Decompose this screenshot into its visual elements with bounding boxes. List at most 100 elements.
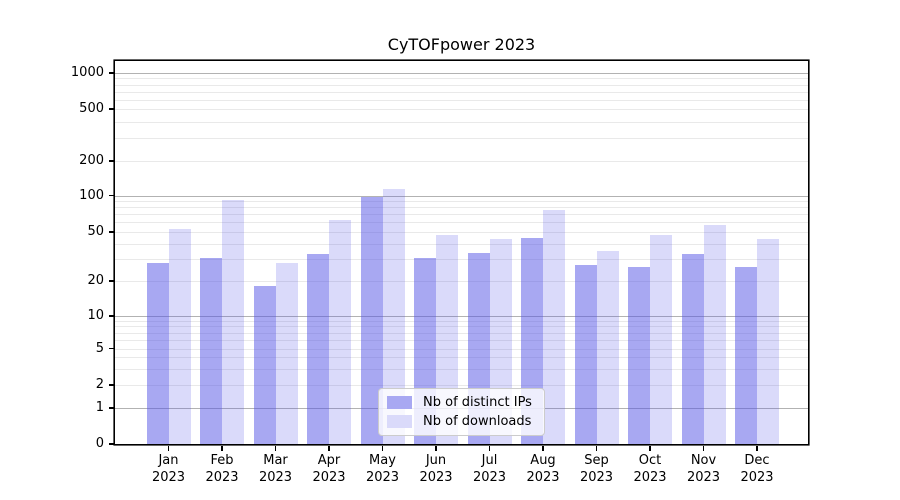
gridline-major-y100 bbox=[115, 195, 808, 197]
legend-label-downloads: Nb of downloads bbox=[423, 414, 532, 429]
bar-downloads-jan bbox=[168, 228, 191, 444]
y-tick-mark-1000 bbox=[109, 72, 115, 74]
legend-swatch-downloads bbox=[387, 415, 412, 428]
gridline-minor-y800 bbox=[115, 84, 808, 86]
x-tick-mark-aug bbox=[542, 445, 544, 451]
gridline-minor-y300 bbox=[115, 137, 808, 139]
gridline-minor-y700 bbox=[115, 91, 808, 93]
x-tick-month: Apr bbox=[317, 453, 341, 468]
x-tick-month: Feb bbox=[210, 453, 234, 468]
y-tick-label-2: 2 bbox=[95, 377, 104, 392]
bar-downloads-oct bbox=[650, 235, 672, 444]
y-tick-mark-20 bbox=[109, 280, 115, 282]
legend-label-distinct-ips: Nb of distinct IPs bbox=[423, 395, 532, 410]
x-tick-year: 2023 bbox=[472, 470, 507, 485]
x-tick-label-dec: Dec 2023 bbox=[721, 452, 793, 486]
x-tick-year: 2023 bbox=[526, 470, 560, 485]
x-tick-mark-feb bbox=[221, 445, 223, 451]
bar-distinct-ips-jan bbox=[146, 263, 169, 444]
x-tick-month: Jan bbox=[158, 453, 179, 468]
x-tick-month: May bbox=[369, 453, 396, 468]
y-tick-label-200: 200 bbox=[79, 153, 104, 168]
chart-title: CyTOFpower 2023 bbox=[387, 35, 536, 54]
x-tick-mark-mar bbox=[274, 445, 277, 451]
x-tick-month: Dec bbox=[744, 453, 770, 468]
y-tick-label-1: 1 bbox=[95, 400, 104, 415]
x-tick-year: 2023 bbox=[258, 470, 293, 485]
x-tick-year: 2023 bbox=[365, 470, 400, 485]
y-tick-mark-200 bbox=[109, 160, 115, 162]
x-tick-year: 2023 bbox=[205, 470, 239, 485]
bar-downloads-sep bbox=[596, 251, 619, 444]
x-tick-label-aug: Aug 2023 bbox=[507, 452, 579, 486]
plot-area: Nb of distinct IPs Nb of downloads bbox=[115, 61, 808, 444]
x-tick-year: 2023 bbox=[633, 470, 667, 485]
gridline-minor-y50 bbox=[115, 232, 808, 233]
gridline-minor-y20 bbox=[115, 281, 808, 282]
x-tick-label-feb: Feb 2023 bbox=[186, 452, 258, 486]
gridline-minor-y200 bbox=[115, 161, 808, 162]
x-tick-month: Mar bbox=[263, 453, 288, 468]
x-tick-mark-jan bbox=[167, 445, 170, 451]
x-tick-month: Nov bbox=[690, 453, 717, 468]
y-tick-mark-5 bbox=[109, 347, 115, 350]
y-tick-label-1000: 1000 bbox=[70, 65, 104, 80]
x-tick-mark-oct bbox=[649, 445, 651, 451]
gridline-minor-y600 bbox=[115, 99, 808, 101]
x-tick-label-mar: Mar 2023 bbox=[240, 452, 312, 486]
y-tick-label-500: 500 bbox=[79, 101, 104, 116]
x-tick-month: Jun bbox=[425, 453, 447, 468]
bar-distinct-ips-may bbox=[360, 196, 383, 444]
y-tick-label-10: 10 bbox=[87, 308, 104, 323]
x-tick-year: 2023 bbox=[312, 470, 346, 485]
y-tick-label-5: 5 bbox=[95, 340, 104, 356]
bar-distinct-ips-nov bbox=[681, 254, 704, 444]
gridline-minor-y500 bbox=[115, 109, 808, 110]
y-tick-mark-0 bbox=[109, 443, 115, 445]
y-tick-label-0: 0 bbox=[95, 436, 104, 451]
x-tick-mark-jul bbox=[488, 445, 491, 451]
gridline-minor-y80 bbox=[115, 207, 808, 209]
gridline-minor-y5 bbox=[115, 348, 808, 350]
x-tick-label-jun: Jun 2023 bbox=[400, 452, 472, 486]
y-tick-mark-50 bbox=[109, 231, 115, 233]
gridline-minor-y400 bbox=[115, 121, 808, 123]
x-tick-month: Sep bbox=[584, 453, 609, 468]
y-tick-mark-2 bbox=[109, 384, 115, 386]
gridline-minor-y70 bbox=[115, 214, 808, 216]
x-tick-mark-jun bbox=[435, 445, 437, 451]
bar-downloads-aug bbox=[543, 209, 565, 444]
x-tick-year: 2023 bbox=[740, 470, 774, 485]
gridline-minor-y900 bbox=[115, 78, 808, 80]
x-tick-label-jan: Jan 2023 bbox=[133, 452, 205, 486]
x-tick-year: 2023 bbox=[686, 470, 721, 485]
gridline-minor-y2 bbox=[115, 385, 808, 386]
x-tick-year: 2023 bbox=[419, 470, 453, 485]
bar-distinct-ips-feb bbox=[200, 257, 222, 444]
x-tick-label-may: May 2023 bbox=[347, 452, 419, 486]
x-tick-mark-apr bbox=[328, 445, 330, 451]
x-tick-mark-nov bbox=[702, 445, 705, 451]
gridline-major-y10 bbox=[115, 316, 808, 317]
bar-distinct-ips-sep bbox=[574, 264, 597, 444]
x-tick-label-apr: Apr 2023 bbox=[293, 452, 365, 486]
y-tick-label-100: 100 bbox=[79, 187, 104, 203]
x-tick-label-jul: Jul 2023 bbox=[454, 452, 526, 486]
legend-item-distinct-ips: Nb of distinct IPs bbox=[387, 395, 532, 410]
legend-item-downloads: Nb of downloads bbox=[387, 414, 532, 429]
y-tick-label-20: 20 bbox=[87, 273, 104, 288]
gridline-minor-y60 bbox=[115, 222, 808, 224]
bar-distinct-ips-apr bbox=[307, 254, 329, 444]
gridline-minor-y6 bbox=[115, 339, 808, 341]
gridline-minor-y40 bbox=[115, 243, 808, 245]
bar-distinct-ips-mar bbox=[253, 286, 276, 444]
x-tick-label-oct: Oct 2023 bbox=[614, 452, 686, 486]
x-tick-mark-dec bbox=[756, 445, 758, 451]
bar-distinct-ips-dec bbox=[735, 266, 757, 444]
y-tick-mark-1 bbox=[109, 407, 115, 409]
x-tick-mark-sep bbox=[595, 445, 598, 451]
gridline-minor-y7 bbox=[115, 332, 808, 334]
x-tick-year: 2023 bbox=[151, 470, 186, 485]
bar-distinct-ips-oct bbox=[628, 266, 650, 444]
